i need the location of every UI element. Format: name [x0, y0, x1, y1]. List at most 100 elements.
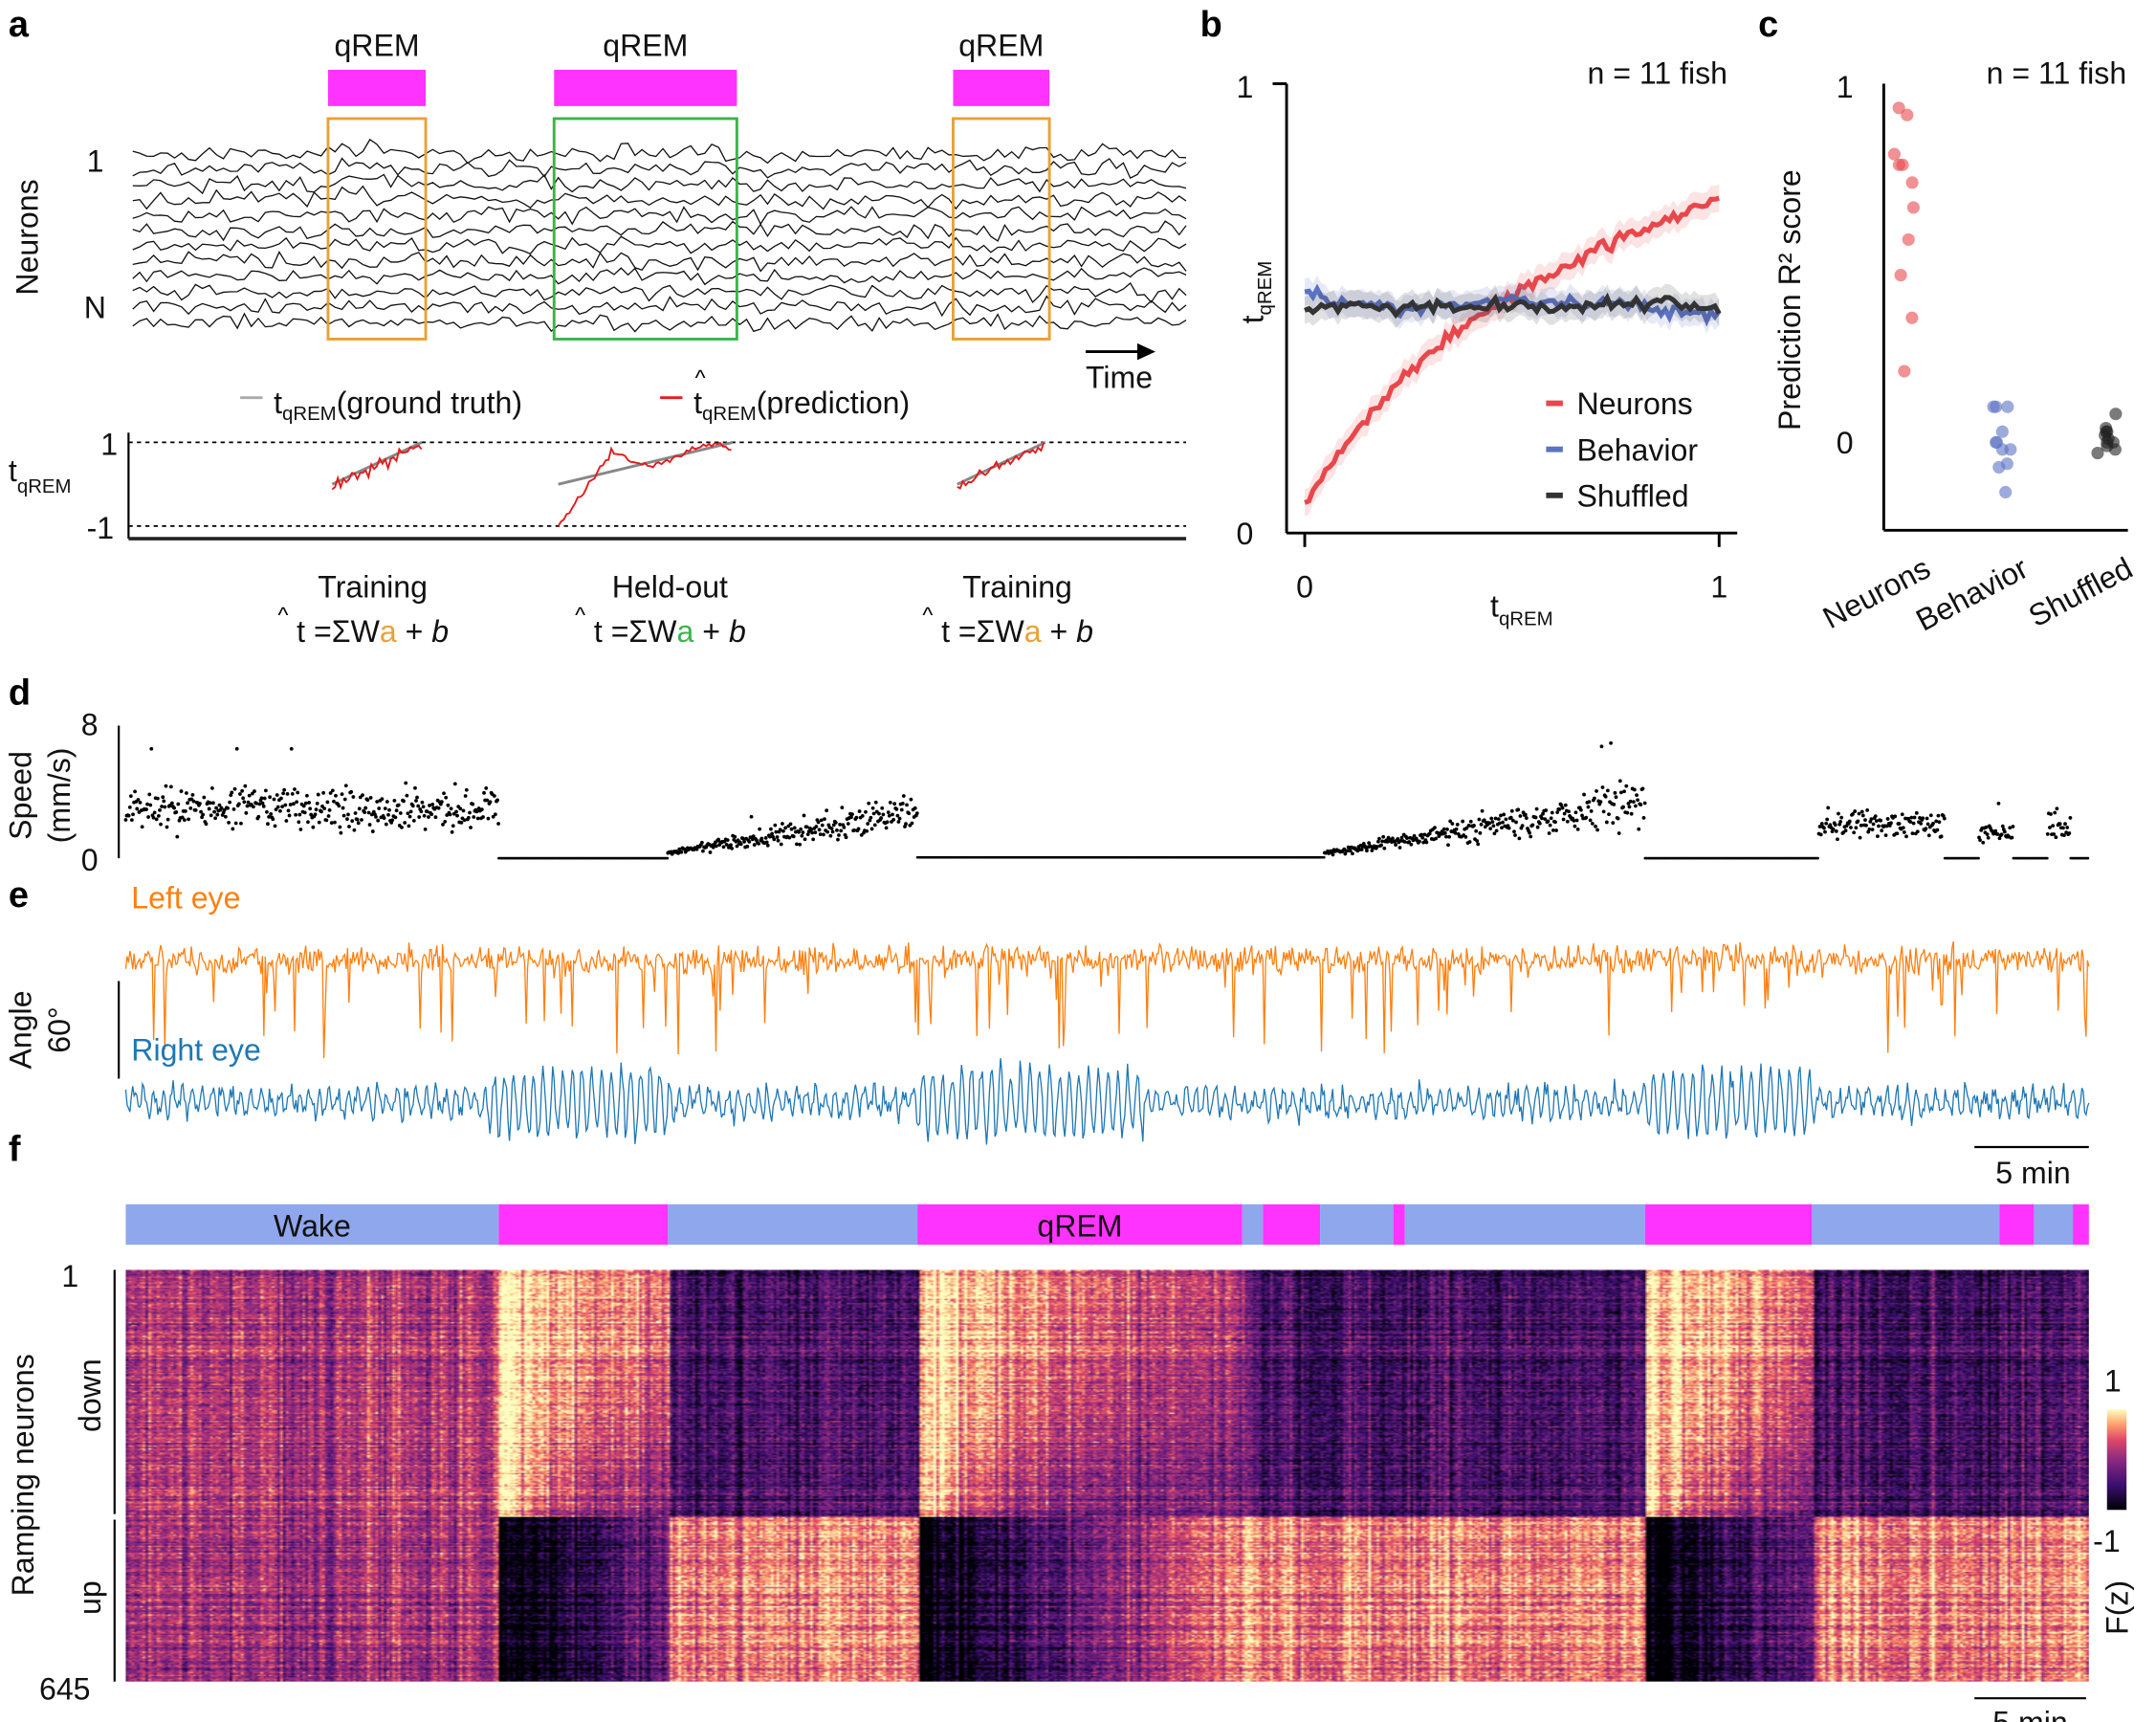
speed-dot [265, 809, 269, 814]
speed-dot [231, 806, 236, 811]
b-xtick-1: 1 [1710, 569, 1727, 604]
b-series [1304, 184, 1722, 517]
speed-dot [228, 800, 232, 805]
speed-dot [400, 825, 404, 829]
speed-dot [830, 829, 835, 834]
speed-dot [768, 834, 772, 839]
speed-dot [1448, 819, 1453, 824]
time-arrow-head [1136, 342, 1155, 361]
speed-dot [1523, 812, 1528, 817]
speed-dot [257, 802, 262, 806]
speed-dot [163, 805, 167, 809]
speed-dot [1817, 825, 1822, 828]
speed-dot [699, 840, 704, 845]
speed-dot [340, 792, 344, 797]
speed-dot [1377, 836, 1381, 841]
speed-dot [1587, 800, 1592, 805]
speed-dot [775, 835, 780, 839]
speed-dot [715, 844, 718, 849]
c-annotation: n = 11 fish [1987, 56, 2127, 91]
speed-dot [1565, 819, 1570, 824]
speed-dot [825, 808, 829, 813]
speed-dot [316, 792, 320, 797]
speed-dot [472, 815, 476, 819]
speed-dot [1622, 789, 1626, 794]
speed-dot [1380, 839, 1385, 844]
speed-dot [2008, 826, 2013, 830]
speed-dot [802, 813, 806, 818]
speed-dot [345, 817, 349, 821]
speed-dot [1637, 827, 1641, 831]
speed-dot [1822, 826, 1826, 830]
neuron-trace [132, 251, 1187, 273]
point-neurons [1902, 232, 1915, 246]
segment-box [552, 117, 738, 341]
speed-dot [1925, 822, 1930, 827]
speed-dot [1600, 785, 1605, 789]
b-xtick-0: 0 [1296, 569, 1313, 604]
speed-dot [292, 802, 296, 806]
speed-dot [481, 815, 485, 819]
neuron-trace [132, 206, 1187, 226]
speed-dot [162, 799, 166, 804]
d-ylabel-1: Speed [3, 751, 37, 840]
speed-dot [1851, 811, 1855, 816]
speed-dot [1833, 823, 1837, 828]
speed-dot [446, 803, 451, 807]
speed-dot [1849, 826, 1853, 829]
speed-dot [398, 811, 403, 815]
speed-dot [303, 801, 308, 806]
speed-dot [840, 806, 845, 810]
legend-prediction: tqREM(prediction) [693, 386, 910, 425]
time-scale-label-e: 5 min [1995, 1156, 2070, 1190]
speed-dot [1441, 827, 1446, 831]
neuron-row-last: N [84, 291, 106, 325]
speed-dot [396, 803, 401, 807]
speed-dot [158, 808, 162, 812]
speed-dot [1642, 801, 1647, 806]
speed-dot [179, 789, 184, 793]
speed-dot [406, 811, 410, 816]
speed-dot [444, 795, 449, 800]
speed-dot [1616, 816, 1620, 821]
speed-dot [413, 785, 417, 790]
speed-dot [466, 815, 471, 820]
speed-dot [199, 809, 203, 814]
speed-dot [1551, 828, 1555, 832]
speed-dot [1601, 809, 1606, 814]
speed-dot [355, 817, 360, 822]
speed-dot [1499, 813, 1503, 818]
speed-dot [1517, 836, 1522, 841]
speed-dot [1405, 836, 1409, 840]
speed-dot [899, 807, 904, 812]
speed-dot [164, 784, 168, 788]
speed-dot [813, 830, 818, 834]
speed-dot [1826, 806, 1831, 810]
speed-dot [356, 821, 361, 826]
speed-dot [1574, 818, 1579, 823]
point-neurons [1901, 108, 1914, 121]
speed-dot [1524, 816, 1529, 820]
speed-dot [185, 791, 188, 795]
speed-dot [390, 818, 395, 823]
point-neurons [1906, 201, 1920, 214]
speed-dot [1995, 832, 2000, 836]
speed-dot [281, 791, 286, 796]
segment-box [951, 117, 1051, 341]
speed-dot [789, 827, 794, 831]
speed-dot [2063, 822, 2067, 827]
speed-dot [295, 800, 299, 805]
speed-dot [361, 793, 364, 798]
speed-dot [1874, 819, 1879, 824]
speed-dot [148, 803, 153, 807]
panel-label-f: f [9, 1130, 21, 1170]
speed-dot [738, 842, 743, 847]
speed-dot [721, 845, 726, 850]
category-label: Behavior [1910, 550, 2034, 637]
speed-dot [259, 796, 264, 801]
speed-dot [309, 812, 314, 817]
speed-dot [1445, 827, 1449, 831]
speed-dot [321, 790, 326, 795]
panel-e: Left eye Right eye Angle 60° 5 min [3, 881, 2090, 1190]
